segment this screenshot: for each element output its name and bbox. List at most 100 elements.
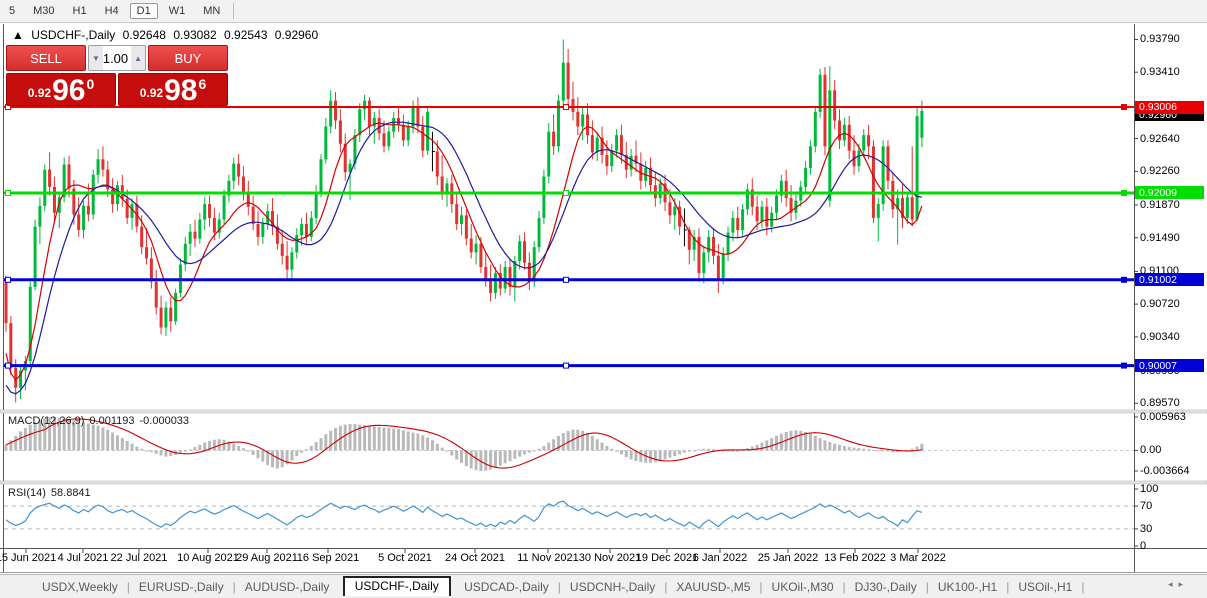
price-tick-label: 0.91870: [1140, 198, 1180, 211]
timeframe-button-h1[interactable]: H1: [72, 5, 87, 17]
hline-0.93006-handle-right[interactable]: [1121, 104, 1127, 111]
tab-separator: |: [842, 579, 846, 594]
chart-tab-usdchfdaily[interactable]: USDCHF-,Daily: [342, 575, 451, 596]
hline-0.91002-handle-right[interactable]: [1121, 276, 1127, 283]
one-click-trading-panel: SELL ▼ 1.00 ▲ BUY 0.92 96 0 0.92 98 6: [6, 45, 228, 106]
hline-price-badge-0.91002: 0.91002: [1135, 273, 1204, 287]
chart-tab-bar: USDX,Weekly | EURUSD-,Daily | AUDUSD-,Daily …: [0, 574, 1207, 598]
timeframe-button-h4[interactable]: H4: [104, 5, 119, 17]
date-tick-label: 10 Aug 2021: [177, 552, 239, 564]
hline-0.92009-handle-right[interactable]: [1121, 189, 1127, 196]
volume-increase-icon[interactable]: ▲: [131, 46, 145, 70]
date-tick-label: 24 Oct 2021: [445, 552, 505, 564]
volume-decrease-icon[interactable]: ▼: [89, 46, 103, 70]
panel-collapse-icon[interactable]: ▲: [12, 28, 24, 42]
rsi-value: 58.8841: [50, 487, 91, 499]
macd-signal-value: -0.000033: [139, 415, 190, 427]
ohlc-close: 0.92960: [274, 28, 319, 42]
hline-0.90007-handle-left[interactable]: [5, 362, 11, 369]
chart-tab-usdcnhdaily[interactable]: USDCNH-,Daily: [569, 579, 656, 594]
hline-price-badge-0.92009: 0.92009: [1135, 186, 1204, 200]
timeframe-button-mn[interactable]: MN: [203, 5, 221, 17]
sell-price-prefix: 0.92: [27, 86, 52, 100]
date-tick-label: 16 Sep 2021: [296, 552, 360, 564]
date-tick-label: 19 Dec 2021: [635, 552, 699, 564]
tab-scroll-arrows[interactable]: ◂▸: [1168, 579, 1189, 590]
buy-button[interactable]: BUY: [148, 45, 228, 71]
tab-scroll-right-icon[interactable]: ▸: [1178, 579, 1189, 589]
tab-separator: |: [759, 579, 763, 594]
buy-price-prefix: 0.92: [139, 86, 164, 100]
hline-0.90007-handle-right[interactable]: [1121, 362, 1127, 369]
price-tick-label: 0.90340: [1140, 330, 1180, 343]
date-tick-label: 11 Nov 2021: [517, 552, 579, 564]
rsi-splitter[interactable]: [0, 480, 1207, 485]
tab-separator: [338, 580, 341, 594]
tab-separator: |: [664, 579, 668, 594]
timeframe-button-w1[interactable]: W1: [168, 5, 186, 17]
toolbar-separator: [233, 3, 235, 19]
ohlc-open: 0.92648: [122, 28, 166, 42]
sell-price-pip: 0: [86, 76, 95, 92]
hline-0.90007-handle-center[interactable]: [563, 362, 569, 369]
hline-0.93006-handle-center[interactable]: [563, 104, 569, 111]
timeframe-button-m30[interactable]: M30: [33, 5, 55, 17]
sell-price-main: 96: [52, 74, 86, 107]
price-tick-label: 0.89570: [1140, 397, 1180, 410]
chart-tab-xauusdm5[interactable]: XAUUSD-,M5: [676, 579, 751, 594]
price-tick-label: 0.92640: [1140, 132, 1180, 145]
tab-scroll-left-icon[interactable]: ◂: [1167, 579, 1179, 589]
macd-signal-line: [5, 418, 922, 469]
macd-tick-label: 0.00: [1140, 444, 1162, 457]
date-tick-label: 22 Jul 2021: [110, 552, 168, 564]
timeframe-button-5[interactable]: 5: [9, 5, 16, 17]
buy-price-box[interactable]: 0.92 98 6: [118, 73, 228, 106]
date-tick-label: 4 Jul 2021: [57, 552, 109, 564]
macd-histogram: [4, 417, 924, 472]
sell-button[interactable]: SELL: [6, 45, 86, 71]
tab-separator: |: [557, 579, 561, 594]
rsi-line: [5, 500, 923, 530]
chart-tab-usdxweekly[interactable]: USDX,Weekly: [42, 579, 118, 594]
chart-ohlc-header: ▲ USDCHF-,Daily 0.92648 0.93082 0.92543 …: [12, 28, 322, 42]
volume-input[interactable]: 1.00: [102, 50, 129, 66]
chart-tab-usdcaddaily[interactable]: USDCAD-,Daily: [464, 579, 549, 594]
tab-separator: |: [1006, 579, 1010, 594]
hline-0.91002-handle-center[interactable]: [563, 276, 569, 283]
timeframe-button-d1[interactable]: D1: [129, 3, 158, 19]
rsi-indicator-label: RSI(14) 58.8841: [8, 487, 91, 499]
rsi-tick-label: 100: [1140, 483, 1159, 495]
chart-tab-dj30daily[interactable]: DJ30-,Daily: [854, 579, 917, 594]
buy-price-pip: 6: [198, 76, 207, 92]
macd-indicator-label: MACD(12,26,9) 0.001193 -0.000033: [8, 415, 190, 427]
date-tick-label: 13 Feb 2022: [824, 552, 886, 564]
date-tick-label: 6 Jan 2022: [692, 552, 748, 564]
chart-tab-uk100h1[interactable]: UK100-,H1: [937, 579, 998, 594]
tab-separator: |: [232, 579, 236, 594]
ohlc-low: 0.92543: [224, 28, 268, 42]
date-tick-label: 25 Jan 2022: [757, 552, 819, 564]
chart-tab-ukoilm30[interactable]: UKOil-,M30: [771, 579, 834, 594]
tab-separator: [452, 580, 455, 594]
rsi-tick-label: 30: [1140, 522, 1153, 535]
hline-0.92009-handle-left[interactable]: [5, 189, 11, 196]
price-tick-label: 0.91490: [1140, 231, 1180, 244]
date-tick-label: 15 Jun 2021: [0, 552, 57, 564]
chart-tab-usoilh1[interactable]: USOil-,H1: [1018, 579, 1073, 594]
price-tick-label: 0.90720: [1140, 298, 1180, 311]
hline-price-badge-0.90007: 0.90007: [1135, 359, 1204, 373]
date-tick-label: 29 Aug 2021: [236, 552, 298, 564]
hline-0.91002-handle-left[interactable]: [5, 276, 11, 283]
ma-fast-line: [5, 122, 923, 381]
chart-tab-eurusddaily[interactable]: EURUSD-,Daily: [138, 579, 224, 594]
macd-splitter[interactable]: [0, 409, 1207, 414]
buy-price-main: 98: [164, 74, 198, 107]
hline-0.92009-handle-center[interactable]: [563, 189, 569, 196]
sell-price-box[interactable]: 0.92 96 0: [6, 73, 116, 106]
chart-tab-audusddaily[interactable]: AUDUSD-,Daily: [244, 579, 330, 594]
timeframe-toolbar: 5 M30 H1 H4 D1 W1 MN: [0, 0, 1207, 23]
tab-separator: |: [925, 579, 929, 594]
volume-stepper: ▼ 1.00 ▲: [88, 45, 146, 71]
